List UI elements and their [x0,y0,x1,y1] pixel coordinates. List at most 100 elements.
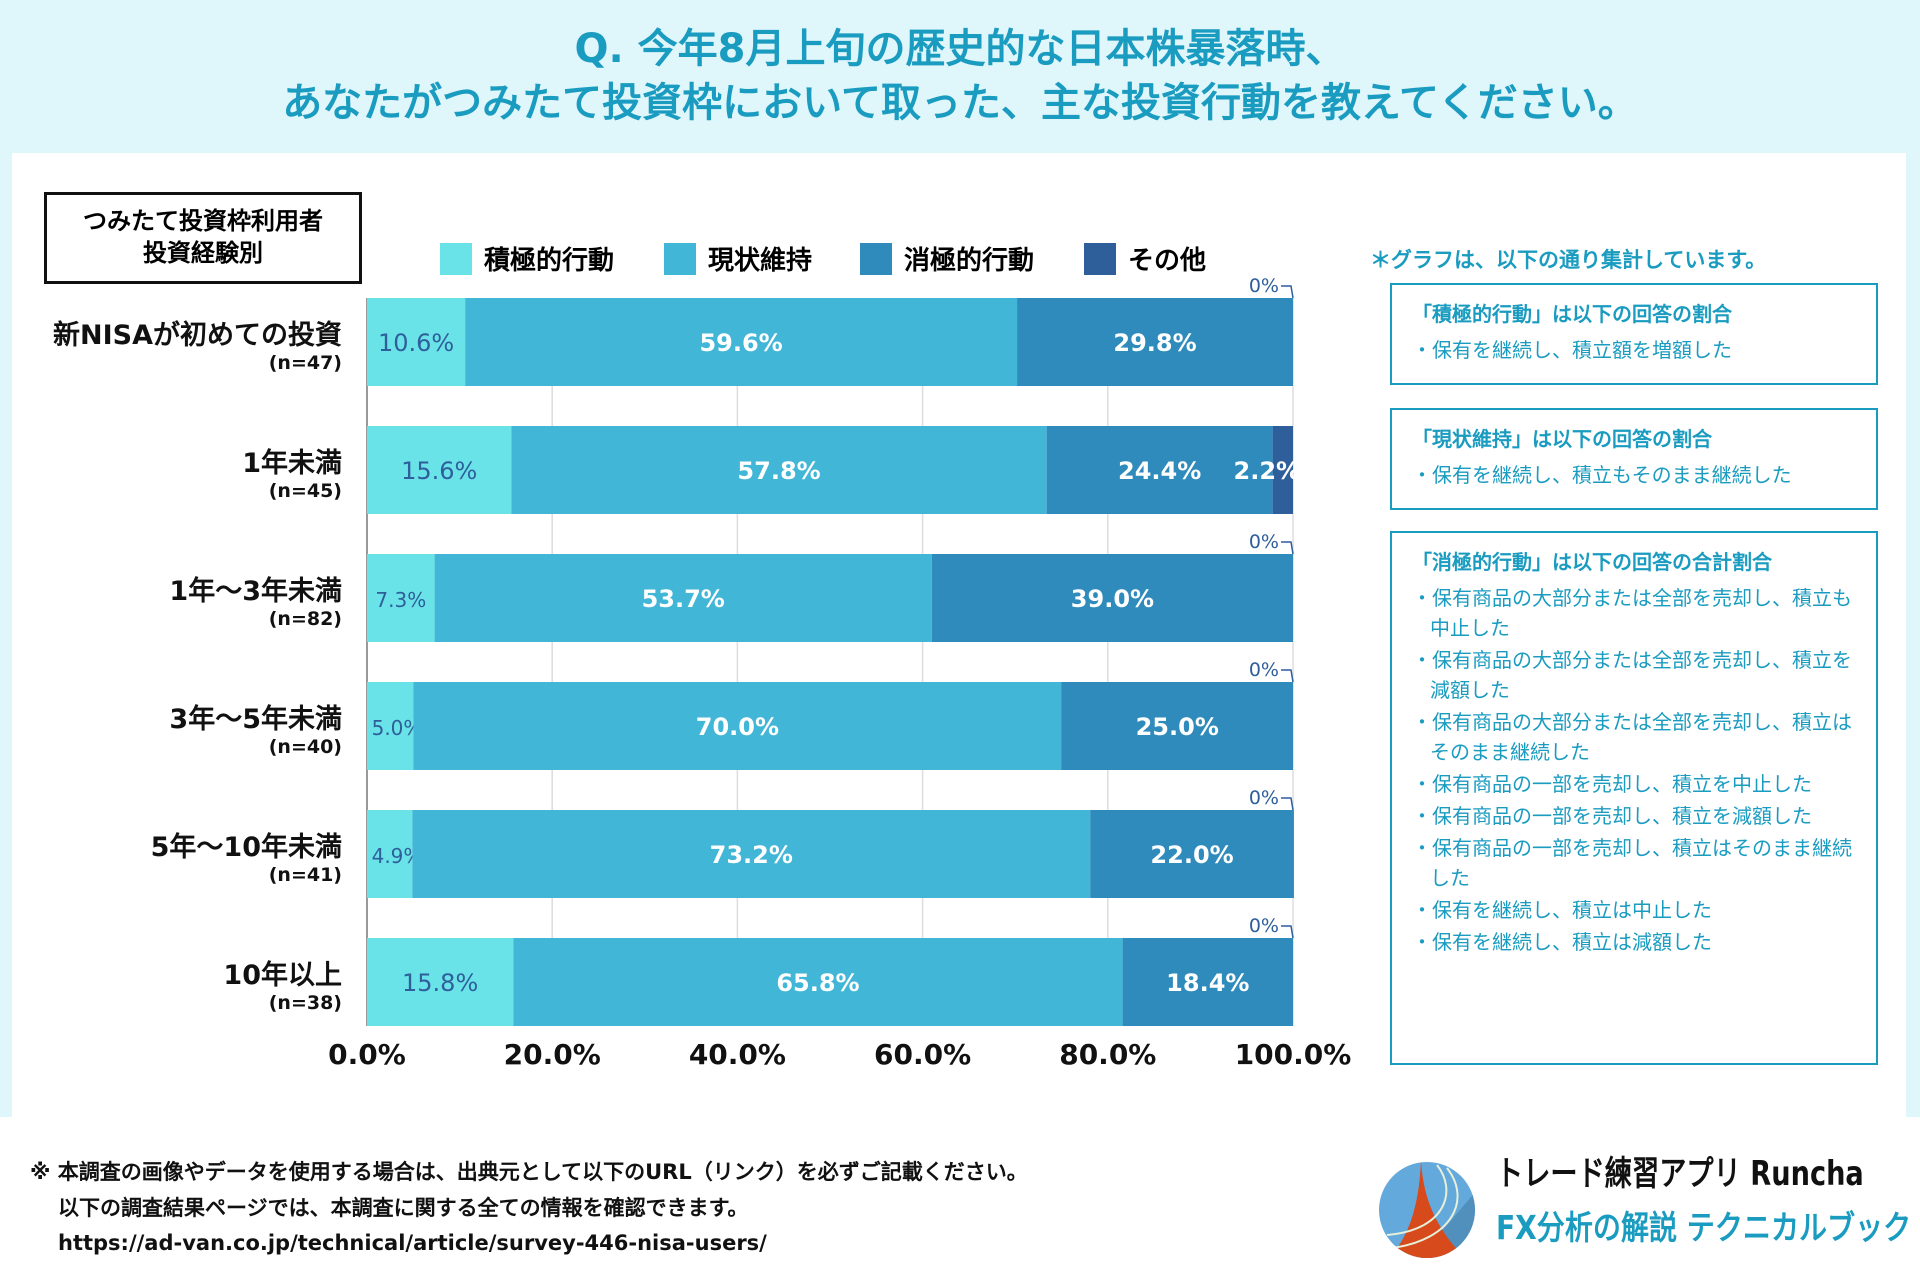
row-label-category: 1年未満 [242,448,342,479]
bar-segment [367,554,435,642]
leader-line [1281,285,1294,299]
data-label: 10.6% [378,329,454,357]
legend-label: 消極的行動 [904,246,1035,276]
row-label-n: (n=40) [268,736,342,758]
leader-line [1281,541,1294,555]
bar-segment [434,554,932,642]
legend-item: その他 [1084,240,1206,277]
row-label-n: (n=41) [268,864,342,886]
note-heading: 「現状維持」は以下の回答の割合 [1412,427,1712,451]
note-box: 「積極的行動」は以下の回答の割合保有を継続し、積立額を増額した [1390,283,1878,385]
bar-segment [367,298,466,386]
note-item: 保有商品の一部を売却し、積立はそのまま継続した [1412,833,1856,893]
bar-segment [367,426,512,514]
note-item: 保有を継続し、積立もそのまま継続した [1412,460,1856,490]
bar-segment [1272,426,1293,514]
footer-line-2: 以下の調査結果ページでは、本調査に関する全ての情報を確認できます。 [58,1196,749,1220]
page-title: Q. 今年8月上旬の歴史的な日本株暴落時、 あなたがつみたて投資枠において取った… [0,22,1920,130]
note-item: 保有商品の一部を売却し、積立を減額した [1412,801,1856,831]
x-tick-label: 20.0% [504,1038,601,1071]
row-label-n: (n=82) [268,608,342,630]
legend-item: 積極的行動 [440,240,614,277]
x-tick-label: 80.0% [1059,1038,1156,1071]
notes-header: ＊グラフは、以下の通り集計しています。 [1370,248,1767,272]
data-label: 73.2% [710,841,793,869]
data-label: 65.8% [776,969,859,997]
data-label: 57.8% [737,457,820,485]
row-label: 5年〜10年未満 (n=41) [151,832,342,886]
data-label: 70.0% [696,713,779,741]
data-label-zero: 0% [1249,531,1279,553]
leader-line [1281,797,1294,811]
legend-swatch [664,242,696,275]
group-label-line-1: つみたて投資枠利用者 [83,207,323,235]
bar-segment [465,298,1018,386]
data-label-zero: 0% [1249,915,1279,937]
data-label: 15.6% [401,457,477,485]
row-label-category: 新NISAが初めての投資 [53,320,342,351]
data-label: 59.6% [699,329,782,357]
group-label-box: つみたて投資枠利用者 投資経験別 [44,192,362,284]
note-heading: 「積極的行動」は以下の回答の割合 [1412,302,1732,326]
bar-segment [413,682,1062,770]
note-item: 保有商品の一部を売却し、積立を中止した [1412,769,1856,799]
legend-item: 消極的行動 [860,240,1034,277]
bar-segment [367,810,413,898]
bar-segment [1061,682,1293,770]
bar-segment [1017,298,1293,386]
bar-segment [1090,810,1294,898]
title-line-1: Q. 今年8月上旬の歴史的な日本株暴落時、 [574,26,1346,72]
note-box: 「現状維持」は以下の回答の割合保有を継続し、積立もそのまま継続した [1390,408,1878,510]
bar-segment [412,810,1091,898]
legend-swatch [1084,242,1116,275]
data-label: 25.0% [1136,713,1219,741]
bar-segment [931,554,1293,642]
bar-segment [367,682,414,770]
footer-url-link[interactable]: https://ad-van.co.jp/technical/article/s… [58,1231,767,1255]
stacked-bar-chart: 0.0% 20.0% 40.0% 60.0% 80.0% 100.0% 10.6% 59.6%… [328,275,1351,1071]
group-label-line-2: 投資経験別 [143,239,263,267]
note-box: 「消極的行動」は以下の回答の合計割合保有商品の大部分または全部を売却し、積立も中… [1390,531,1878,1065]
bar-segment [367,938,514,1026]
data-label: 29.8% [1113,329,1196,357]
leader-line [1281,925,1294,939]
data-label: 53.7% [642,585,725,613]
note-item: 保有を継続し、積立額を増額した [1412,335,1856,365]
legend-item: 現状維持 [664,240,812,277]
data-label-zero: 0% [1249,787,1279,809]
title-line-2: あなたがつみたて投資枠において取った、主な投資行動を教えてください。 [282,80,1638,126]
data-label: 22.0% [1150,841,1233,869]
legend-label: 積極的行動 [484,246,615,276]
brand-name: トレード練習アプリ Runcha [1496,1154,1864,1194]
x-tick-label: 60.0% [874,1038,971,1071]
row-label: 3年〜5年未満 (n=40) [169,704,342,758]
row-label: 1年〜3年未満 (n=82) [169,576,342,630]
bar-segment [1122,938,1293,1026]
note-item: 保有商品の大部分または全部を売却し、積立を減額した [1412,645,1856,705]
x-tick-label: 0.0% [328,1038,406,1071]
data-label: 18.4% [1166,969,1249,997]
row-label-n: (n=47) [268,352,342,374]
row-label: 新NISAが初めての投資 (n=47) [53,320,342,374]
data-label: 39.0% [1071,585,1154,613]
legend-label: 現状維持 [708,246,813,276]
row-label-category: 1年〜3年未満 [169,576,342,607]
bar-segment [513,938,1123,1026]
row-label-n: (n=38) [268,992,342,1014]
note-item: 保有商品の大部分または全部を売却し、積立も中止した [1412,583,1856,643]
row-label-category: 3年〜5年未満 [169,704,342,735]
row-label-category: 5年〜10年未満 [150,832,342,863]
data-label: 7.3% [375,588,426,612]
row-label: 1年未満 (n=45) [242,448,342,502]
legend-label: その他 [1128,246,1207,276]
footer-line-1: ※ 本調査の画像やデータを使用する場合は、出典元として以下のURL（リンク）を必… [30,1160,1028,1184]
leader-line [1281,669,1294,683]
row-label: 10年以上 (n=38) [223,960,342,1014]
data-label: 15.8% [402,969,478,997]
row-label-n: (n=45) [268,480,342,502]
data-label-zero: 0% [1249,275,1279,297]
bar-segment [1046,426,1273,514]
bar-segment [511,426,1047,514]
note-heading: 「消極的行動」は以下の回答の合計割合 [1412,550,1772,574]
x-tick-label: 40.0% [689,1038,786,1071]
